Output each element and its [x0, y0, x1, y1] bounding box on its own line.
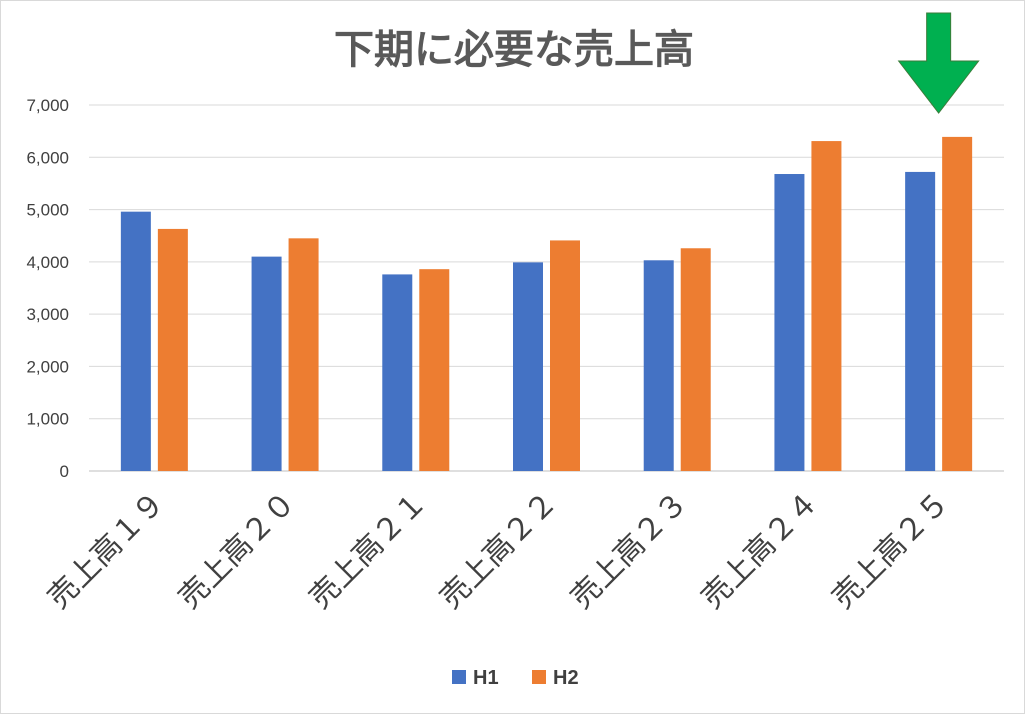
bar-h1 — [774, 174, 805, 471]
x-tick-label: 売上高２４ — [695, 485, 826, 616]
bar-h2 — [680, 248, 711, 471]
x-tick-label: 売上高２２ — [433, 485, 564, 616]
bar-h2 — [288, 238, 319, 471]
y-axis: 0 1,000 2,000 3,000 4,000 5,000 6,000 7,000 — [26, 96, 69, 481]
bar-h1 — [905, 171, 936, 471]
y-tick-label: 6,000 — [26, 148, 69, 167]
bar-h1 — [643, 260, 674, 471]
bar-h1 — [120, 211, 151, 472]
legend-swatch-h2 — [532, 670, 546, 684]
x-tick-label: 売上高２０ — [172, 485, 303, 616]
legend-swatch-h1 — [452, 670, 466, 684]
bar-h2 — [942, 136, 973, 471]
bar-h2 — [550, 240, 580, 471]
x-tick-label: 売上高２３ — [564, 485, 695, 616]
bar-h1 — [251, 256, 282, 471]
y-tick-label: 1,000 — [26, 410, 69, 429]
legend: H1 H2 — [452, 667, 579, 689]
y-tick-label: 4,000 — [26, 253, 69, 272]
x-tick-label: 売上高２１ — [303, 485, 434, 616]
bar-h2 — [157, 228, 188, 471]
x-axis: 売上高１９ 売上高２０ 売上高２１ 売上高２２ 売上高２３ 売上高２４ 売上高２５ — [41, 485, 956, 616]
legend-label-h1: H1 — [473, 667, 499, 689]
bars — [120, 136, 973, 472]
annotation — [897, 12, 980, 114]
bar-h2 — [811, 141, 842, 471]
gridlines — [89, 104, 1004, 472]
y-tick-label: 3,000 — [26, 305, 69, 324]
down-arrow-icon — [897, 12, 980, 114]
bar-h2 — [419, 269, 450, 471]
x-tick-label: 売上高２５ — [825, 485, 956, 616]
y-tick-label: 2,000 — [26, 357, 69, 376]
x-tick-label: 売上高１９ — [41, 485, 172, 616]
y-tick-label: 7,000 — [26, 96, 69, 115]
legend-label-h2: H2 — [553, 667, 579, 689]
chart-title: 下期に必要な売上高 — [334, 27, 694, 73]
y-tick-label: 5,000 — [26, 201, 69, 220]
y-tick-label: 0 — [60, 462, 69, 481]
bar-h1 — [382, 274, 413, 471]
bar-h1 — [513, 262, 543, 471]
